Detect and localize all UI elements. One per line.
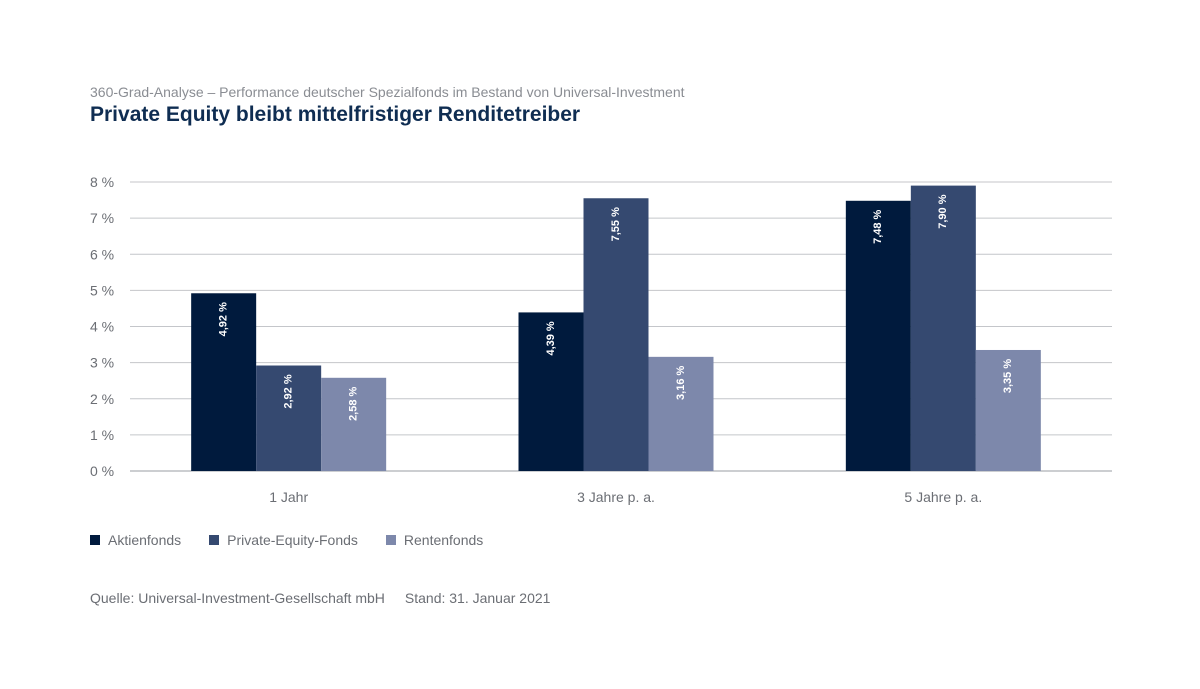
bar-value-label: 2,58 % xyxy=(348,386,360,420)
y-tick-label: 6 % xyxy=(90,246,114,262)
legend-swatch xyxy=(209,535,220,545)
bar xyxy=(256,365,322,471)
bar-value-label: 7,48 % xyxy=(872,209,884,243)
bar-chart: 0 % 1 % 2 % 3 % 4 % 5 % 6 % 7 % 8 % 4,92 % 2,92 %… xyxy=(90,174,1112,505)
legend-label: Private-Equity-Fonds xyxy=(227,532,358,548)
bar xyxy=(583,198,649,471)
legend-item-aktienfonds: Aktienfonds xyxy=(90,532,181,548)
bar-value-label: 3,16 % xyxy=(675,366,687,400)
legend-label: Rentenfonds xyxy=(403,532,484,548)
y-tick-label: 0 % xyxy=(90,463,114,479)
source-note: Quelle: Universal-Investment-Gesellschaf… xyxy=(90,590,385,606)
x-axis: 1 Jahr 3 Jahre p. a. 5 Jahre p. a. xyxy=(269,489,982,505)
y-tick-label: 5 % xyxy=(90,282,114,298)
footer: Quelle: Universal-Investment-Gesellschaf… xyxy=(90,590,550,606)
bar-value-label: 2,92 % xyxy=(283,374,295,408)
legend-label: Aktienfonds xyxy=(108,532,182,548)
x-tick-label: 3 Jahre p. a. xyxy=(577,489,655,505)
y-tick-label: 7 % xyxy=(90,210,114,226)
y-tick-label: 4 % xyxy=(90,319,114,335)
date-note: Stand: 31. Januar 2021 xyxy=(404,590,551,606)
bar xyxy=(321,377,387,471)
legend-item-rentenfonds: Rentenfonds xyxy=(385,532,484,548)
bar-value-label: 4,92 % xyxy=(218,302,230,336)
bar xyxy=(518,312,584,471)
bar-value-label: 7,55 % xyxy=(610,207,622,241)
chart-subtitle: 360-Grad-Analyse – Performance deutscher… xyxy=(90,84,685,100)
bar-value-label: 4,39 % xyxy=(545,321,557,355)
bars: 4,92 % 2,92 % 2,58 % 4,39 % 7,55 % 3,16 % 7,48… xyxy=(191,185,1041,472)
x-tick-label: 1 Jahr xyxy=(269,489,308,505)
chart-title: Private Equity bleibt mittelfristiger Re… xyxy=(90,103,581,126)
legend-swatch xyxy=(90,535,100,545)
bar xyxy=(191,293,257,471)
y-tick-label: 8 % xyxy=(90,174,114,190)
legend: Aktienfonds Private-Equity-Fonds Rentenf… xyxy=(90,532,483,548)
y-tick-label: 1 % xyxy=(90,427,114,443)
bar-value-label: 7,90 % xyxy=(937,194,949,228)
y-tick-label: 2 % xyxy=(90,391,114,407)
legend-swatch xyxy=(385,535,396,545)
bar xyxy=(648,356,714,471)
bar xyxy=(975,349,1041,471)
bar xyxy=(845,200,911,471)
x-tick-label: 5 Jahre p. a. xyxy=(904,489,982,505)
bar-value-label: 3,35 % xyxy=(1002,359,1014,393)
bar xyxy=(910,185,976,472)
y-axis: 0 % 1 % 2 % 3 % 4 % 5 % 6 % 7 % 8 % xyxy=(90,174,114,479)
legend-item-private-equity: Private-Equity-Fonds xyxy=(209,532,358,548)
y-tick-label: 3 % xyxy=(90,355,114,371)
